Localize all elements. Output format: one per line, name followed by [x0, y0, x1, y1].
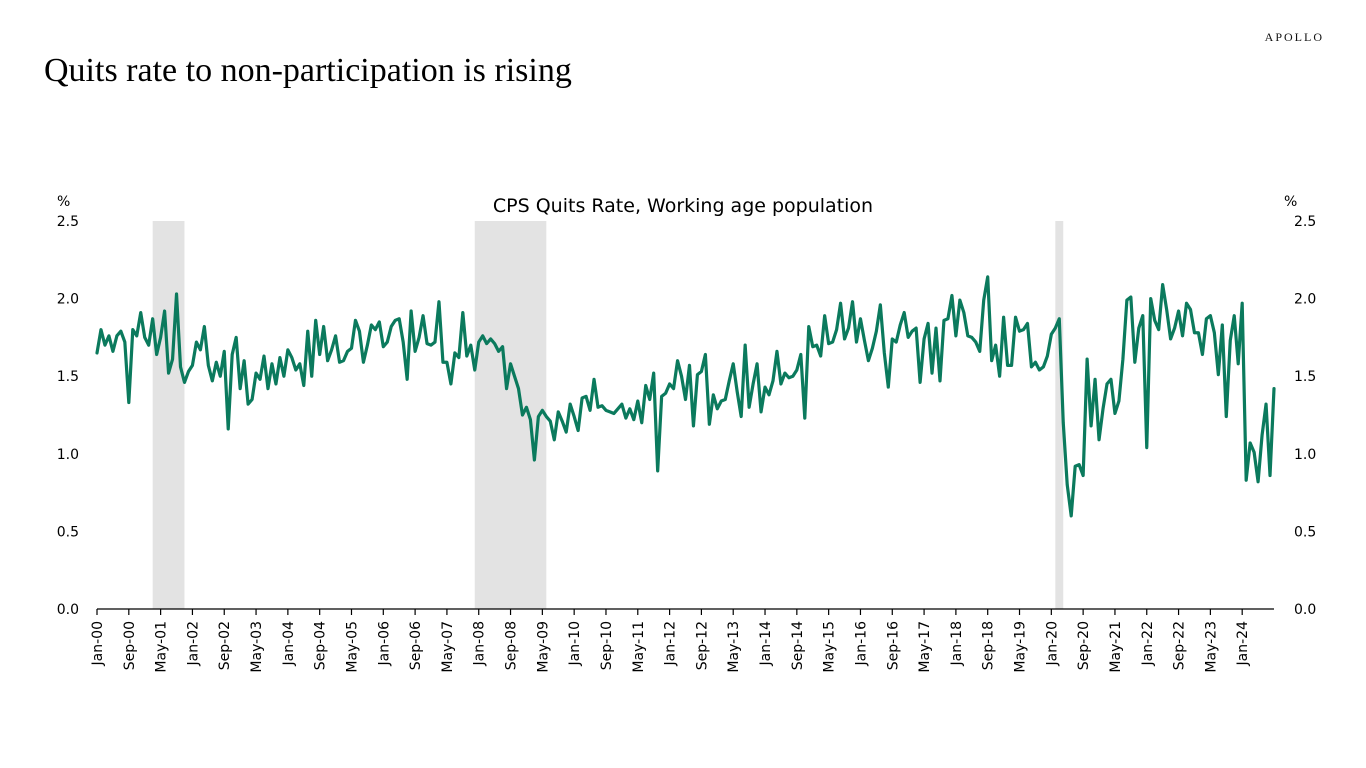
- y-tick-label-left: 1.0: [57, 447, 79, 463]
- x-tick-label: Sep-20: [1076, 621, 1092, 670]
- y-tick-label-left: 1.5: [57, 369, 79, 385]
- y-axis-ticks: 0.0 0.0 0.5 0.5 1.0 1.0 1.5 1.5 2.0 2.0 2.5 2.5: [57, 214, 1317, 618]
- y-tick-label-right: 2.5: [1294, 214, 1316, 230]
- x-tick-label: May-03: [249, 621, 265, 673]
- recession-band-2: [474, 221, 547, 609]
- y-tick-label-left: 2.5: [57, 214, 79, 230]
- x-tick-label: May-13: [726, 621, 742, 673]
- recession-bands: [152, 221, 1064, 609]
- x-tick-label: Sep-02: [217, 621, 233, 670]
- x-tick-label: May-17: [917, 621, 933, 673]
- x-axis: Jan-00 Sep-00 May-01 Jan-02 Sep-02 May-03 Jan-…: [90, 608, 1274, 673]
- recession-band-1: [152, 221, 185, 609]
- page-title: Quits rate to non-participation is risin…: [44, 52, 572, 89]
- x-tick-label: Sep-08: [504, 621, 520, 670]
- x-tick-label: May-15: [822, 621, 838, 673]
- x-tick-label: May-23: [1203, 621, 1219, 673]
- y-tick-label-right: 1.0: [1294, 447, 1316, 463]
- y-tick-label-right: 1.5: [1294, 369, 1316, 385]
- x-tick-label: Jan-24: [1235, 621, 1251, 667]
- x-tick-label: May-05: [344, 621, 360, 673]
- y-tick-label-left: 0.0: [57, 602, 79, 618]
- x-tick-label: Sep-10: [599, 621, 615, 670]
- x-tick-label: May-09: [535, 621, 551, 673]
- recession-band-3: [1055, 221, 1064, 609]
- y-tick-label-right: 0.5: [1294, 524, 1316, 540]
- x-tick-label: Sep-12: [694, 621, 710, 670]
- x-tick-label: Sep-06: [408, 621, 424, 670]
- x-tick-label: Jan-18: [949, 621, 965, 666]
- x-tick-label: May-19: [1013, 621, 1029, 673]
- x-tick-label: Sep-22: [1172, 621, 1188, 670]
- x-tick-label: Jan-04: [281, 621, 297, 667]
- y-tick-label-left: 0.5: [57, 524, 79, 540]
- x-tick-label: Jan-20: [1044, 621, 1060, 666]
- x-tick-label: Jan-02: [185, 621, 201, 666]
- y-tick-label-right: 2.0: [1294, 292, 1316, 308]
- x-tick-label: May-01: [154, 621, 170, 673]
- x-tick-label: Sep-00: [122, 621, 138, 670]
- chart-title: CPS Quits Rate, Working age population: [493, 195, 873, 217]
- y-axis-unit-left: %: [57, 194, 70, 210]
- x-tick-label: Jan-22: [1140, 621, 1156, 666]
- x-tick-label: Sep-04: [313, 621, 329, 670]
- x-tick-label: Jan-00: [90, 621, 106, 666]
- x-tick-label: Jan-10: [567, 621, 583, 666]
- x-tick-label: Jan-12: [663, 621, 679, 666]
- x-tick-label: Jan-06: [376, 621, 392, 667]
- x-tick-label: Jan-16: [853, 621, 869, 667]
- y-axis-unit-right: %: [1284, 194, 1297, 210]
- y-tick-label-left: 2.0: [57, 292, 79, 308]
- x-tick-label: Jan-14: [758, 621, 774, 667]
- x-tick-label: May-11: [631, 621, 647, 673]
- x-tick-label: Sep-18: [981, 621, 997, 670]
- series-layer: [95, 275, 1276, 518]
- brand-logo: APOLLO: [1264, 30, 1324, 44]
- x-tick-label: Sep-16: [885, 621, 901, 670]
- y-tick-label-right: 0.0: [1294, 602, 1316, 618]
- x-tick-label: Jan-08: [472, 621, 488, 666]
- series-line-quits-rate: [95, 275, 1276, 518]
- x-tick-label: May-21: [1108, 621, 1124, 673]
- x-tick-label: Sep-14: [790, 621, 806, 670]
- x-tick-label: May-07: [440, 621, 456, 673]
